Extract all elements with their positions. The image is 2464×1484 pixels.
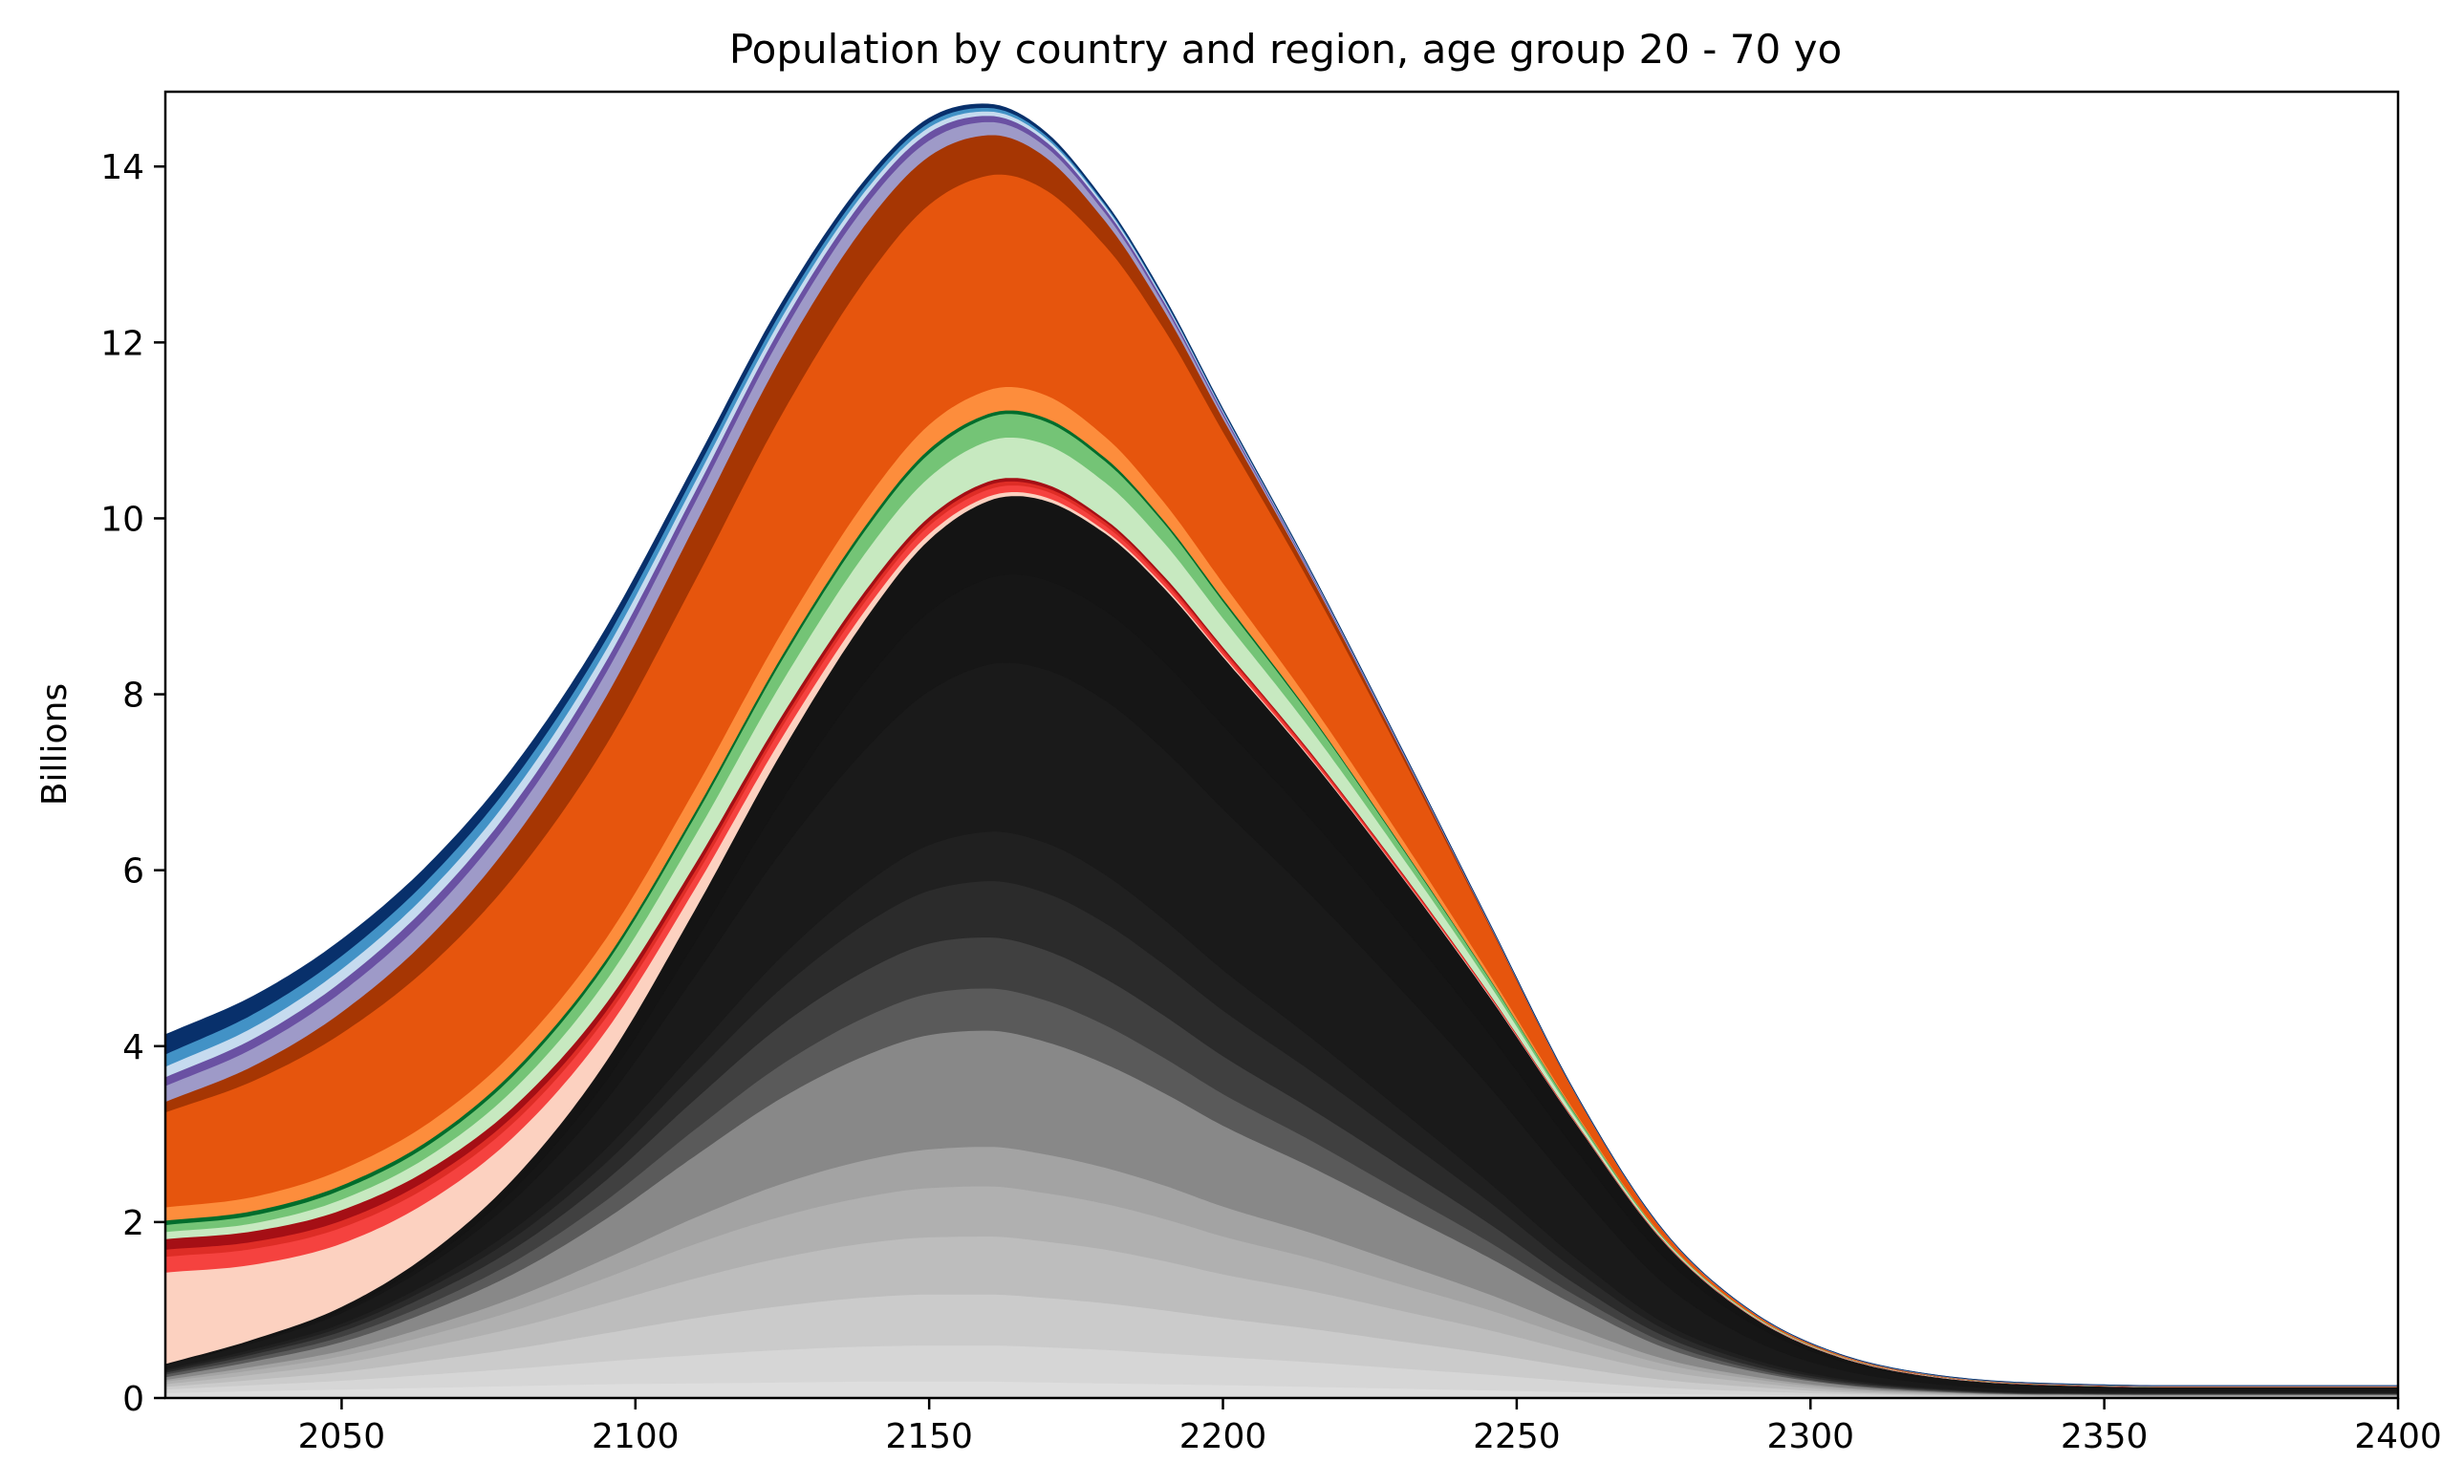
y-tick-label: 12 — [100, 324, 144, 363]
x-tick-label: 2350 — [2061, 1417, 2149, 1456]
y-tick-label: 8 — [122, 677, 144, 716]
x-tick-label: 2300 — [1766, 1417, 1854, 1456]
y-tick-label: 4 — [122, 1028, 144, 1067]
plot-frame — [163, 90, 2400, 1400]
x-tick-label: 2100 — [592, 1417, 680, 1456]
y-tick-label: 14 — [100, 148, 144, 187]
y-tick-label: 2 — [122, 1204, 144, 1243]
x-tick-label: 2200 — [1179, 1417, 1267, 1456]
y-tick-label: 10 — [100, 500, 144, 539]
y-tick-label: 6 — [122, 852, 144, 892]
y-axis: 0 2 4 6 8 10 12 14 — [100, 148, 165, 1419]
x-tick-label: 2250 — [1473, 1417, 1561, 1456]
x-tick-label: 2050 — [298, 1417, 386, 1456]
series-areas — [164, 103, 2399, 1399]
x-axis: 2050 2100 2150 2200 2250 2300 2350 2400 — [298, 1398, 2442, 1456]
chart-title: Population by country and region, age gr… — [729, 26, 1842, 73]
y-axis-label: Billions — [35, 683, 75, 806]
x-tick-label: 2150 — [885, 1417, 973, 1456]
y-tick-label: 0 — [122, 1380, 144, 1419]
x-tick-label: 2400 — [2354, 1417, 2442, 1456]
